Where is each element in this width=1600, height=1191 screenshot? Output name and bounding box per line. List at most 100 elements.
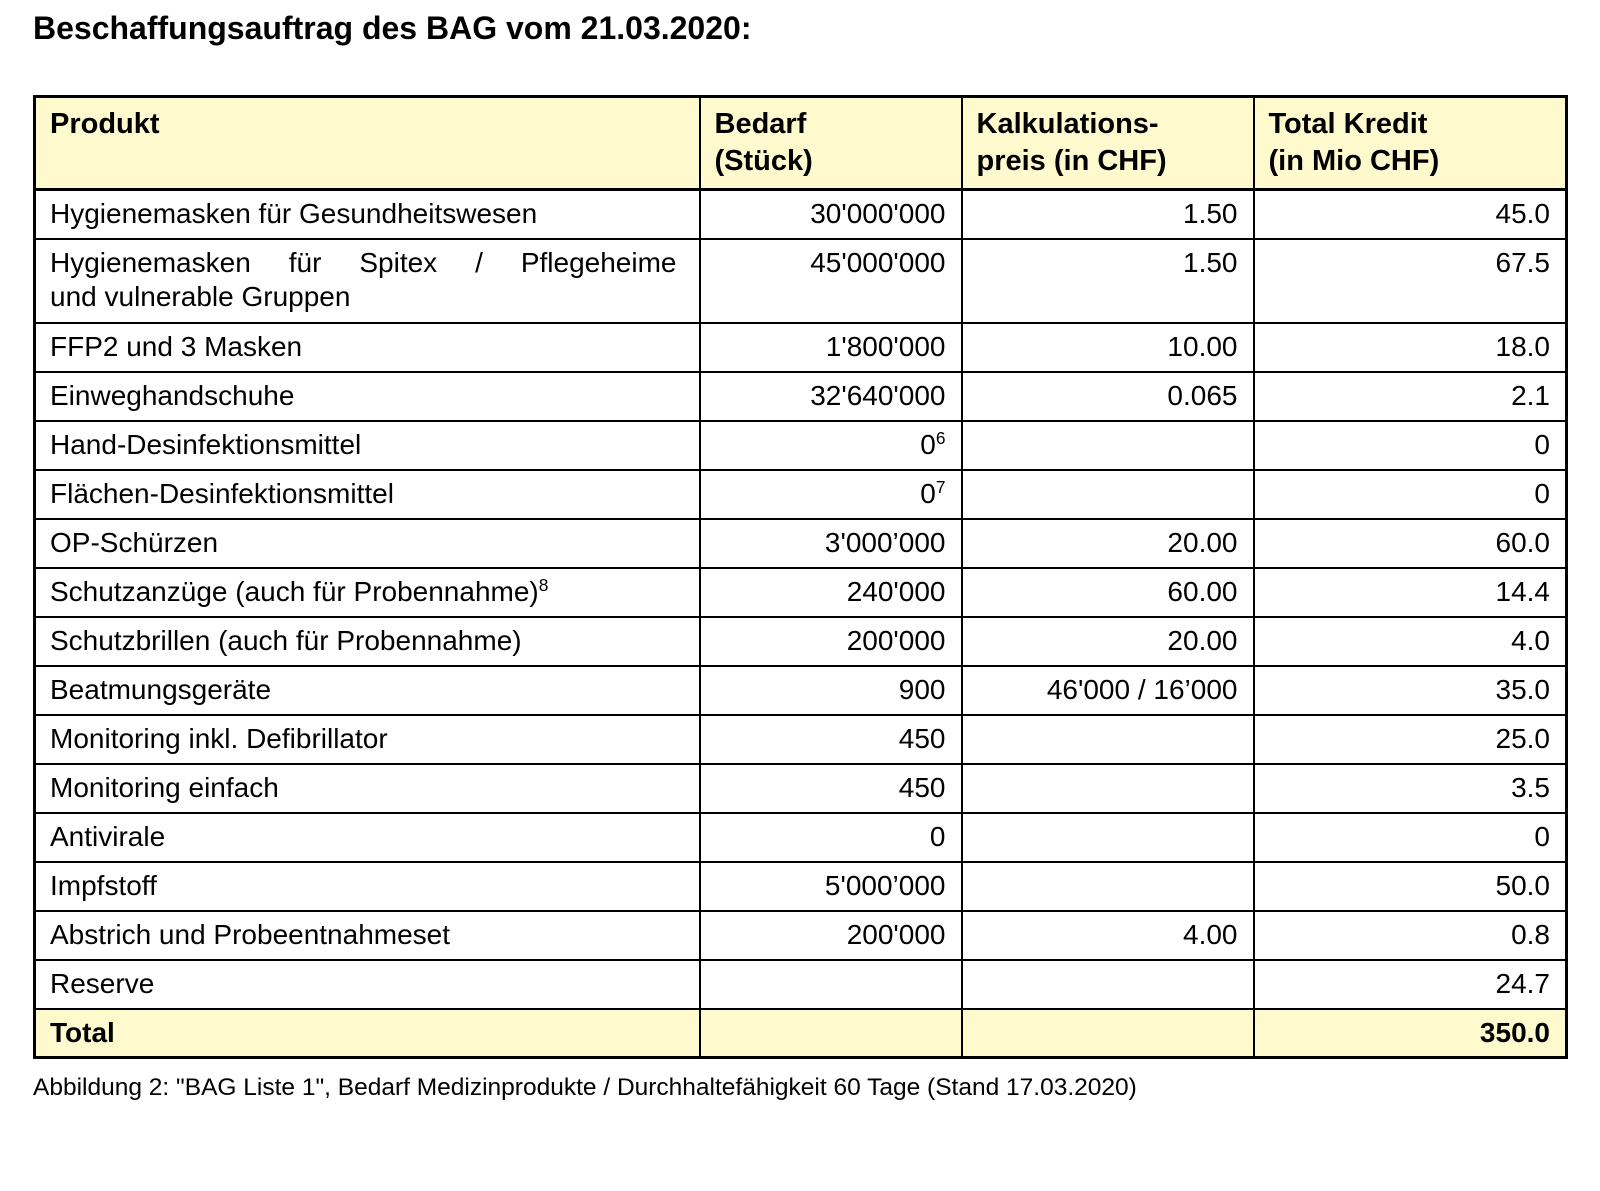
footnote-superscript: 7 bbox=[935, 477, 946, 497]
produkt-label: Abstrich und Probeentnahmeset bbox=[50, 919, 451, 950]
bedarf-value: 200'000 bbox=[846, 919, 946, 950]
cell-produkt: FFP2 und 3 Masken bbox=[33, 321, 701, 373]
cell-produkt: Hygienemasken für Gesundheitswesen bbox=[33, 188, 701, 240]
bedarf-value: 0 bbox=[920, 429, 936, 460]
cell-bedarf: 450 bbox=[698, 762, 963, 814]
cell-kalkulationspreis bbox=[960, 468, 1255, 520]
produkt-label: Schutzanzüge (auch für Probennahme) bbox=[50, 576, 539, 607]
cell-bedarf: 1'800'000 bbox=[698, 321, 963, 373]
produkt-label: Impfstoff bbox=[50, 870, 157, 901]
column-header-line: Bedarf bbox=[714, 108, 807, 140]
column-header-line: preis (in CHF) bbox=[976, 145, 1167, 177]
cell-kalkulationspreis bbox=[960, 713, 1255, 765]
cell-bedarf: 200'000 bbox=[698, 615, 963, 667]
cell-produkt: OP-Schürzen bbox=[33, 517, 701, 569]
cell-kalkulationspreis: 1.50 bbox=[960, 237, 1255, 324]
cell-kalkulationspreis: 46'000 / 16’000 bbox=[960, 664, 1255, 716]
cell-kalkulationspreis: 20.00 bbox=[960, 615, 1255, 667]
cell-produkt: Schutzbrillen (auch für Probennahme) bbox=[33, 615, 701, 667]
cell-kalkulationspreis bbox=[960, 860, 1255, 912]
produkt-line: und vulnerable Gruppen bbox=[50, 280, 351, 312]
bedarf-value: 200'000 bbox=[846, 625, 946, 656]
cell-produkt: Impfstoff bbox=[33, 860, 701, 912]
table-header-row: Produkt Bedarf (Stück) Kalkulations-preis (… bbox=[33, 95, 1568, 191]
cell-bedarf: 200'000 bbox=[698, 909, 963, 961]
cell-total-kredit: 50.0 bbox=[1252, 860, 1568, 912]
bedarf-value: 45'000'000 bbox=[810, 246, 946, 278]
cell-bedarf: 3'000’000 bbox=[698, 517, 963, 569]
produkt-label: Reserve bbox=[50, 968, 155, 999]
bedarf-value: 900 bbox=[898, 674, 946, 705]
cell-total-kredit: 3.5 bbox=[1252, 762, 1568, 814]
table-body: Hygienemasken für Gesundheitswesen 30'000… bbox=[33, 188, 1568, 1059]
cell-bedarf: 0 bbox=[698, 811, 963, 863]
cell-produkt: Schutzanzüge (auch für Probennahme)8 bbox=[33, 566, 701, 618]
cell-produkt: Flächen-Desinfektionsmittel bbox=[33, 468, 701, 520]
cell-produkt: Hand-Desinfektionsmittel bbox=[33, 419, 701, 471]
produkt-label: Beatmungsgeräte bbox=[50, 674, 272, 705]
cell-bedarf: 30'000'000 bbox=[698, 188, 963, 240]
cell-bedarf bbox=[698, 958, 963, 1010]
cell-bedarf: 06 bbox=[698, 419, 963, 471]
cell-bedarf bbox=[698, 1007, 963, 1059]
produkt-label: Monitoring einfach bbox=[50, 772, 279, 803]
produkt-label: Flächen-Desinfektionsmittel bbox=[50, 478, 394, 509]
cell-total-kredit: 18.0 bbox=[1252, 321, 1568, 373]
cell-produkt: Hygienemasken für Spitex / Pflegeheime und vu… bbox=[33, 237, 701, 324]
cell-bedarf: 07 bbox=[698, 468, 963, 520]
cell-total-kredit: 0.8 bbox=[1252, 909, 1568, 961]
column-header-kredit: Total Kredit (in Mio CHF) bbox=[1252, 95, 1568, 191]
bedarf-value: 3'000’000 bbox=[824, 527, 946, 558]
cell-kalkulationspreis bbox=[960, 958, 1255, 1010]
table-row: Hand-Desinfektionsmittel 06 0 bbox=[33, 419, 1568, 471]
figure-caption: Abbildung 2: "BAG Liste 1", Bedarf Mediz… bbox=[33, 1074, 1137, 1101]
cell-total-kredit: 60.0 bbox=[1252, 517, 1568, 569]
table-row: Monitoring einfach 450 3.5 bbox=[33, 762, 1568, 814]
cell-bedarf: 900 bbox=[698, 664, 963, 716]
produkt-label: Total bbox=[50, 1016, 115, 1048]
table-row: OP-Schürzen 3'000’000 20.00 60.0 bbox=[33, 517, 1568, 569]
table-row: Antivirale 0 0 bbox=[33, 811, 1568, 863]
cell-total-kredit: 350.0 bbox=[1252, 1007, 1568, 1059]
table-row: Reserve 24.7 bbox=[33, 958, 1568, 1010]
cell-kalkulationspreis: 4.00 bbox=[960, 909, 1255, 961]
bedarf-value: 0 bbox=[920, 478, 936, 509]
column-header-bedarf: Bedarf (Stück) bbox=[698, 95, 963, 191]
cell-bedarf: 32'640'000 bbox=[698, 370, 963, 422]
cell-total-kredit: 14.4 bbox=[1252, 566, 1568, 618]
cell-kalkulationspreis: 60.00 bbox=[960, 566, 1255, 618]
cell-produkt: Beatmungsgeräte bbox=[33, 664, 701, 716]
table-row: Schutzanzüge (auch für Probennahme)8 240'… bbox=[33, 566, 1568, 618]
word: Hygienemasken bbox=[50, 246, 251, 278]
column-header-line: (in Mio CHF) bbox=[1268, 145, 1440, 177]
page-title: Beschaffungsauftrag des BAG vom 21.03.20… bbox=[33, 10, 752, 46]
cell-total-kredit: 25.0 bbox=[1252, 713, 1568, 765]
table-row: Flächen-Desinfektionsmittel 07 0 bbox=[33, 468, 1568, 520]
table-row: Einweghandschuhe 32'640'000 0.065 2.1 bbox=[33, 370, 1568, 422]
cell-total-kredit: 4.0 bbox=[1252, 615, 1568, 667]
produkt-label: Hygienemasken für Gesundheitswesen bbox=[50, 198, 538, 230]
table-row: Abstrich und Probeentnahmeset 200'000 4.00… bbox=[33, 909, 1568, 961]
cell-total-kredit: 0 bbox=[1252, 419, 1568, 471]
table-row: Schutzbrillen (auch für Probennahme) 200'… bbox=[33, 615, 1568, 667]
cell-kalkulationspreis bbox=[960, 762, 1255, 814]
table-row: Impfstoff 5'000’000 50.0 bbox=[33, 860, 1568, 912]
cell-kalkulationspreis: 1.50 bbox=[960, 188, 1255, 240]
cell-bedarf: 240'000 bbox=[698, 566, 963, 618]
produkt-label: Antivirale bbox=[50, 821, 166, 852]
table-row: Hygienemasken für Spitex / Pflegeheime und vu… bbox=[33, 237, 1568, 324]
table-row: Monitoring inkl. Defibrillator 450 25.0 bbox=[33, 713, 1568, 765]
produkt-line-justified: Hygienemasken für Spitex / Pflegeheime bbox=[50, 246, 677, 280]
cell-total-kredit: 0 bbox=[1252, 811, 1568, 863]
cell-produkt: Monitoring inkl. Defibrillator bbox=[33, 713, 701, 765]
table-row: FFP2 und 3 Masken 1'800'000 10.00 18.0 bbox=[33, 321, 1568, 373]
bedarf-value: 30'000'000 bbox=[810, 198, 946, 230]
word: Spitex bbox=[359, 246, 438, 278]
footnote-superscript: 6 bbox=[935, 428, 946, 448]
cell-total-kredit: 24.7 bbox=[1252, 958, 1568, 1010]
cell-kalkulationspreis: 0.065 bbox=[960, 370, 1255, 422]
produkt-label: Hand-Desinfektionsmittel bbox=[50, 429, 362, 460]
cell-kalkulationspreis bbox=[960, 811, 1255, 863]
cell-bedarf: 450 bbox=[698, 713, 963, 765]
produkt-label: Einweghandschuhe bbox=[50, 380, 295, 411]
